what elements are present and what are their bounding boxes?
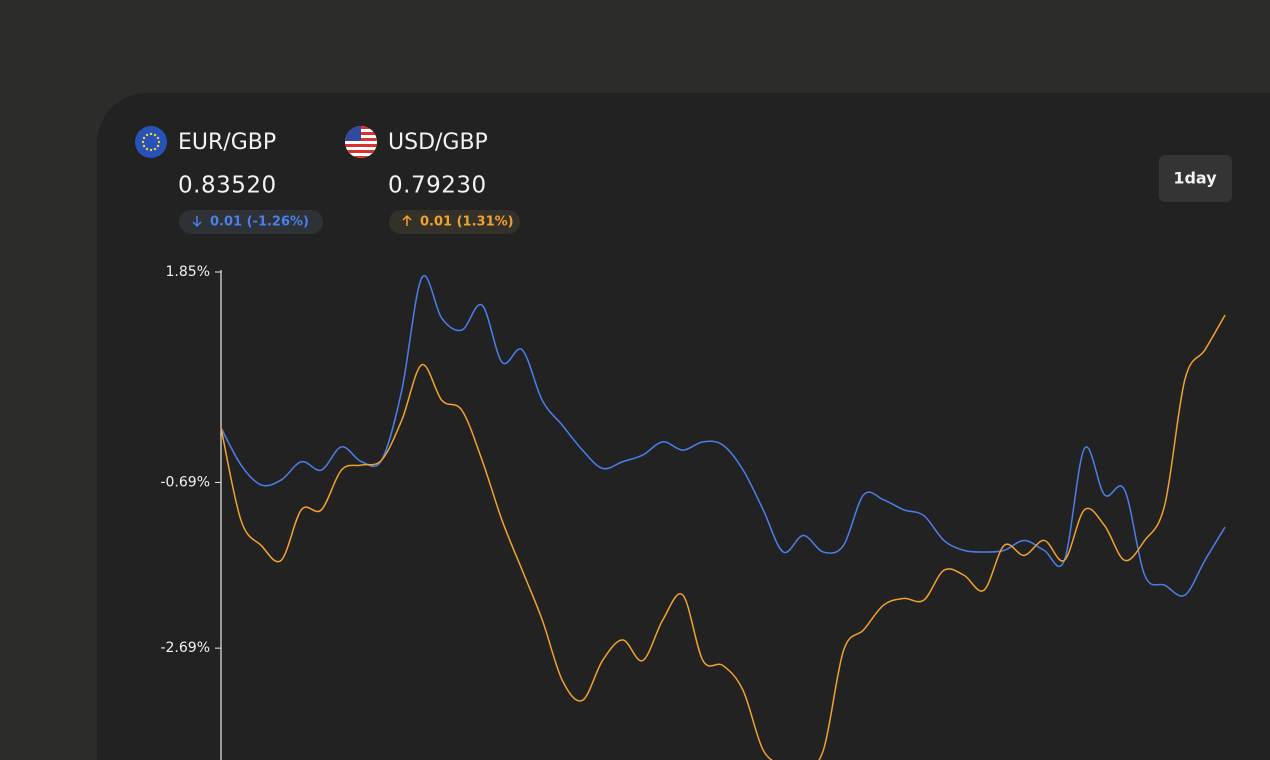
pair-name: EUR/GBP <box>178 130 276 155</box>
change: 0.01 (-1.26%) <box>210 215 309 230</box>
change-pill <box>389 210 520 234</box>
chart-card <box>97 93 1270 760</box>
range-button[interactable] <box>1159 155 1232 202</box>
eur-flag <box>135 126 167 158</box>
down-arrow <box>192 216 202 228</box>
y-tick-label: -0.69% <box>160 474 210 490</box>
price: 0.83520 <box>178 173 277 199</box>
series-line <box>220 274 1226 597</box>
up-arrow <box>402 214 412 226</box>
range-button-label[interactable]: 1day <box>1173 169 1217 188</box>
change-pill <box>179 210 323 234</box>
series-line <box>220 314 1226 760</box>
y-tick-label: -2.69% <box>160 640 210 656</box>
y-tick-label: 1.85% <box>166 264 210 280</box>
pair-name: USD/GBP <box>388 130 488 155</box>
price: 0.79230 <box>388 173 487 199</box>
usd-flag <box>345 126 377 158</box>
change: 0.01 (1.31%) <box>420 215 514 230</box>
